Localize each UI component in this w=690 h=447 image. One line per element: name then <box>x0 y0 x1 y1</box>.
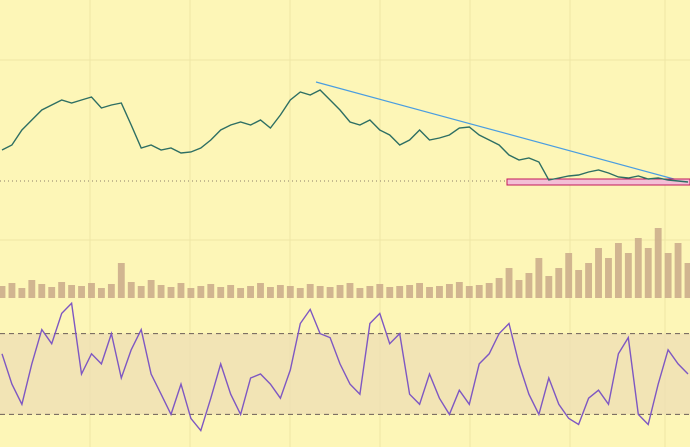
volume-bar <box>505 268 513 298</box>
volume-bar <box>515 280 523 298</box>
volume-bar <box>624 253 632 298</box>
volume-bar <box>78 286 85 298</box>
volume-bar <box>336 285 344 298</box>
volume-bar <box>267 287 274 298</box>
volume-bar <box>495 278 503 298</box>
volume-bar <box>535 258 543 298</box>
volume-bar <box>97 288 105 298</box>
volume-bar <box>227 285 235 298</box>
volume-bar <box>426 287 433 298</box>
volume-bar <box>644 248 652 298</box>
volume-bar <box>0 286 6 298</box>
volume-bar <box>296 288 304 298</box>
volume-bar <box>436 286 443 298</box>
volume-bar <box>525 273 533 298</box>
volume-bar <box>147 280 155 298</box>
volume-bar <box>28 280 36 298</box>
volume-bar <box>585 263 593 298</box>
volume-bar <box>257 283 264 298</box>
volume-bar <box>157 285 165 298</box>
volume-bar <box>107 284 115 298</box>
volume-bar <box>386 287 394 298</box>
volume-bar <box>664 253 672 298</box>
volume-bar <box>595 248 602 298</box>
volume-bar <box>684 263 690 298</box>
volume-bar <box>18 288 26 298</box>
volume-bar <box>565 253 573 298</box>
volume-bar <box>634 238 642 298</box>
volume-bar <box>416 283 423 298</box>
support-zone <box>506 178 690 186</box>
volume-bar <box>68 285 76 298</box>
volume-bar <box>366 286 374 298</box>
volume-bar <box>674 243 682 298</box>
trend-line <box>315 81 686 183</box>
volume-bar <box>465 286 473 298</box>
volume-bar <box>197 286 205 298</box>
volume-bar <box>187 288 195 298</box>
volume-bar <box>575 270 583 298</box>
volume-bar <box>654 228 662 298</box>
volume-bar <box>8 283 16 298</box>
volume-bar <box>207 284 215 298</box>
volume-bar <box>137 286 145 298</box>
volume-bar <box>346 283 354 298</box>
volume-bar <box>237 288 245 298</box>
volume-bar <box>48 287 56 298</box>
series-line <box>1 301 689 433</box>
volume-bar <box>286 286 294 298</box>
volume-bar <box>127 282 135 298</box>
volume-bar <box>58 282 66 298</box>
volume-bar <box>316 286 324 298</box>
volume-bar <box>614 243 622 298</box>
volume-bar <box>445 284 453 298</box>
volume-bar <box>177 283 185 298</box>
volume-bar <box>545 276 553 298</box>
volume-bar <box>485 283 493 298</box>
volume-bar <box>247 286 254 298</box>
volume-bar <box>455 282 463 298</box>
volume-bar <box>376 284 384 298</box>
volume-bar <box>38 284 46 298</box>
volume-bar <box>167 287 175 298</box>
volume-bar <box>117 263 125 298</box>
volume-bar <box>555 268 563 298</box>
volume-bar <box>605 258 612 298</box>
volume-bar <box>306 284 314 298</box>
volume-bar <box>276 285 284 298</box>
volume-bar <box>217 287 225 298</box>
volume-bar <box>406 285 414 298</box>
volume-bar <box>326 287 334 298</box>
series-line <box>1 89 689 183</box>
volume-bar <box>396 286 404 298</box>
volume-bar <box>475 285 483 298</box>
volume-bar <box>356 288 364 298</box>
volume-bar <box>88 283 95 298</box>
